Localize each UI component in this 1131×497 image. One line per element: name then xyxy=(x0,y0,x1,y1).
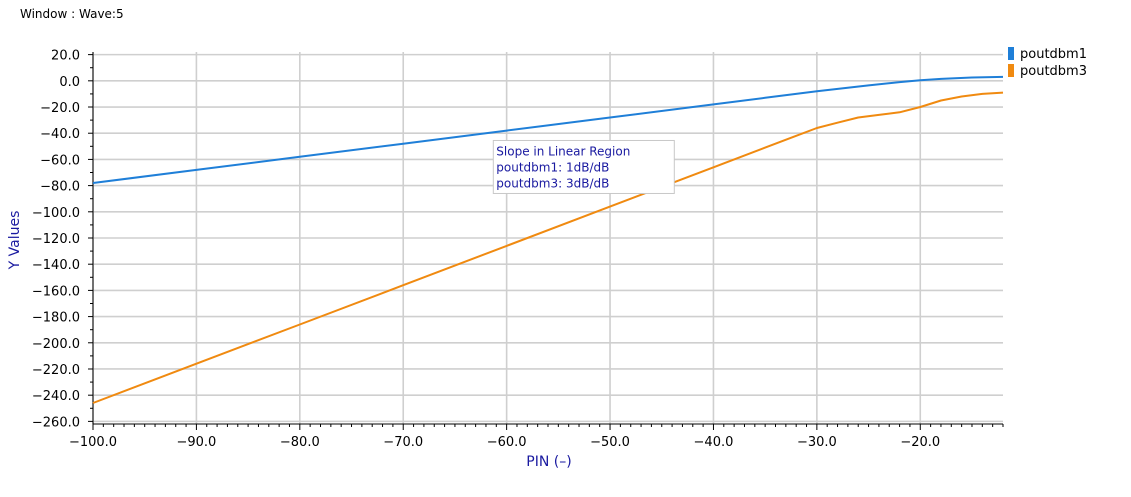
x-axis-title: PIN (–) xyxy=(526,454,571,470)
grid-lines xyxy=(92,52,1003,424)
y-tick-label: −20.0 xyxy=(40,101,80,116)
annotation-line: poutdbm1: 1dB/dB xyxy=(496,160,609,174)
x-tick-label: −40.0 xyxy=(694,435,734,450)
legend: poutdbm1 poutdbm3 xyxy=(1008,47,1087,79)
annotation-line: poutdbm3: 3dB/dB xyxy=(496,176,609,190)
y-tick-label: −100.0 xyxy=(32,206,80,221)
y-tick-label: −60.0 xyxy=(40,153,80,168)
y-tick-label: −200.0 xyxy=(32,337,80,352)
x-tick-label: −50.0 xyxy=(590,435,630,450)
y-tick-label: −160.0 xyxy=(32,284,80,299)
window-title: Window : Wave:5 xyxy=(20,7,124,21)
legend-swatch-poutdbm3[interactable] xyxy=(1008,64,1014,77)
series-line-poutdbm1[interactable] xyxy=(92,75,1004,184)
legend-label-poutdbm3[interactable]: poutdbm3 xyxy=(1020,64,1087,79)
x-tick-label: −100.0 xyxy=(69,435,117,450)
series-group xyxy=(92,75,1004,404)
series-line-poutdbm3[interactable] xyxy=(92,91,1004,404)
x-tick-label: −20.0 xyxy=(900,435,940,450)
x-tick-label: −30.0 xyxy=(797,435,837,450)
y-tick-label: −140.0 xyxy=(32,258,80,273)
y-tick-label: −40.0 xyxy=(40,127,80,142)
y-axis: 20.0 0.0 −20.0 −40.0 −60.0 −80.0 −100.0 −120.0 −… xyxy=(32,49,94,430)
x-tick-label: −90.0 xyxy=(176,435,216,450)
x-axis: −100.0 −90.0 −80.0 −70.0 −60.0 −50.0 −40.0 −30.… xyxy=(69,423,1004,450)
legend-swatch-poutdbm1[interactable] xyxy=(1008,47,1014,60)
x-tick-label: −60.0 xyxy=(487,435,527,450)
y-tick-label: −260.0 xyxy=(32,415,80,430)
y-tick-label: −240.0 xyxy=(32,389,80,404)
y-tick-label: −180.0 xyxy=(32,311,80,326)
slope-annotation[interactable]: Slope in Linear Region poutdbm1: 1dB/dB … xyxy=(492,139,675,194)
y-tick-label: 20.0 xyxy=(51,49,80,64)
y-tick-label: −220.0 xyxy=(32,363,80,378)
y-tick-label: 0.0 xyxy=(59,75,80,90)
y-axis-title: Y Values xyxy=(7,211,23,271)
x-tick-label: −80.0 xyxy=(280,435,320,450)
legend-label-poutdbm1[interactable]: poutdbm1 xyxy=(1020,47,1087,62)
y-tick-label: −120.0 xyxy=(32,232,80,247)
y-tick-label: −80.0 xyxy=(40,180,80,195)
x-tick-label: −70.0 xyxy=(383,435,423,450)
annotation-line: Slope in Linear Region xyxy=(496,144,630,158)
annotation-box xyxy=(492,139,675,194)
